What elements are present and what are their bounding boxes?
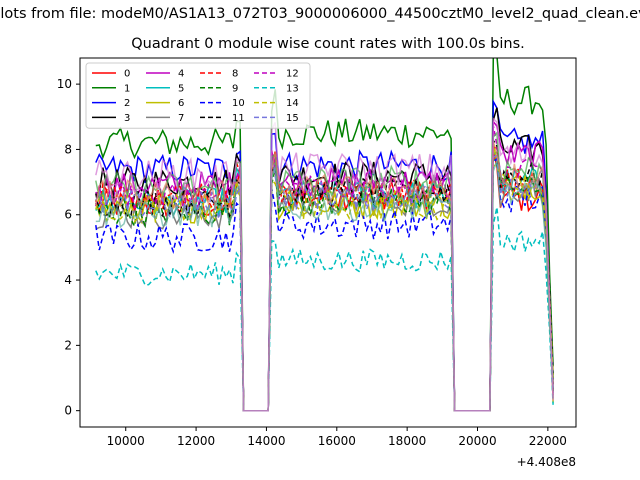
y-tick-label: 6	[64, 208, 72, 222]
x-tick-label: 12000	[177, 434, 215, 448]
suptitle-text: Plots from file: modeM0/AS1A13_072T03_90…	[0, 6, 640, 22]
series-layer	[95, 58, 554, 412]
chart-title: Quadrant 0 module wise count rates with …	[131, 36, 525, 52]
plot-frame	[79, 57, 577, 428]
y-tick-label: 8	[64, 142, 72, 156]
series-line-3	[95, 107, 554, 412]
legend-label-2: 2	[124, 98, 130, 109]
x-tick-label: 20000	[458, 434, 496, 448]
legend-label-3: 3	[124, 113, 130, 124]
legend-label-6: 6	[178, 98, 184, 109]
y-tick-label: 4	[64, 273, 72, 287]
legend-label-11: 11	[232, 113, 245, 124]
series-line-19	[95, 117, 554, 412]
legend-label-1: 1	[124, 83, 130, 94]
x-tick-label: 14000	[247, 434, 285, 448]
x-axis: 10000 12000 14000 16000 18000 20000 22000	[107, 427, 567, 448]
series-line-13	[95, 207, 554, 412]
legend-label-13: 13	[286, 83, 299, 94]
y-tick-label: 0	[64, 404, 72, 418]
x-tick-label: 18000	[388, 434, 426, 448]
series-line-2	[95, 98, 554, 412]
legend-label-0: 0	[124, 69, 130, 80]
x-tick-label: 16000	[318, 434, 356, 448]
legend-label-8: 8	[232, 69, 238, 80]
legend-label-12: 12	[286, 69, 299, 80]
legend-label-4: 4	[178, 69, 184, 80]
legend-box	[85, 62, 311, 129]
figure-suptitle: Plots from file: modeM0/AS1A13_072T03_90…	[0, 0, 640, 30]
legend-label-14: 14	[286, 98, 299, 109]
legend-label-10: 10	[232, 98, 245, 109]
y-axis: 0 2 4 6 8 10	[57, 77, 80, 418]
x-tick-label: 22000	[529, 434, 567, 448]
x-tick-label: 10000	[107, 434, 145, 448]
legend-label-5: 5	[178, 83, 184, 94]
legend-label-7: 7	[178, 113, 184, 124]
legend-label-9: 9	[232, 83, 238, 94]
x-offset-label: +4.408e8	[517, 455, 576, 469]
series-line-11	[95, 138, 554, 412]
y-tick-label: 2	[64, 338, 72, 352]
legend-label-15: 15	[286, 113, 299, 124]
y-tick-label: 10	[57, 77, 72, 91]
